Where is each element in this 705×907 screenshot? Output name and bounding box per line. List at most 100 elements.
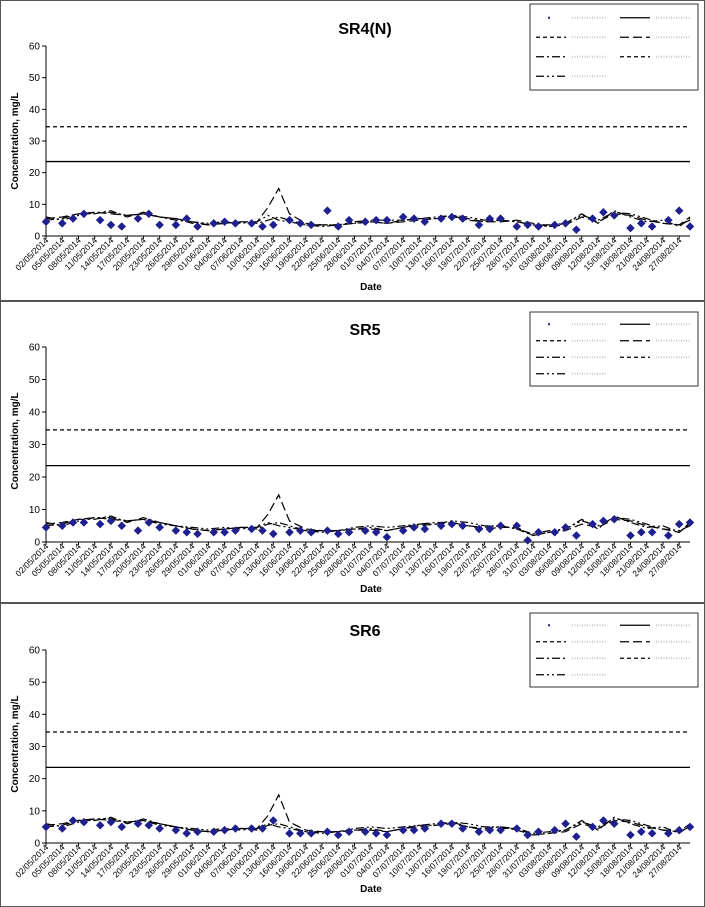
data-point (155, 824, 165, 833)
data-point (371, 215, 381, 225)
data-point (360, 827, 370, 837)
data-point (209, 827, 219, 837)
data-point (561, 523, 570, 532)
data-point (344, 527, 354, 537)
chart-title: SR4(N) (338, 21, 391, 38)
data-point (550, 825, 560, 835)
data-point (674, 206, 684, 216)
y-tick-label: 10 (29, 505, 41, 516)
data-point (523, 220, 533, 230)
series-line-dashdotdot (45, 818, 691, 834)
data-point (258, 222, 267, 231)
data-point (268, 816, 278, 825)
data-point (193, 827, 202, 837)
data-point (685, 822, 695, 832)
data-point (371, 527, 381, 537)
y-tick-label: 50 (29, 375, 41, 386)
data-point (474, 524, 484, 534)
data-point (144, 209, 154, 219)
legend-box (529, 612, 699, 688)
data-point (458, 521, 468, 531)
data-point (382, 215, 392, 225)
data-point (295, 828, 305, 838)
data-point (247, 524, 257, 534)
y-tick-label: 60 (29, 42, 41, 53)
data-point (523, 536, 533, 545)
x-axis-label: Date (360, 884, 382, 895)
data-point (599, 207, 608, 217)
y-tick-label: 30 (29, 742, 41, 753)
y-tick-label: 40 (29, 710, 41, 721)
data-point (182, 828, 192, 838)
data-point (333, 529, 343, 539)
y-axis-label: Concentration, mg/L (10, 92, 21, 189)
data-point (220, 825, 229, 835)
data-point (95, 519, 105, 529)
y-tick-label: 0 (34, 538, 40, 549)
data-point (57, 824, 67, 833)
data-point (193, 222, 202, 231)
data-point (588, 214, 597, 223)
chart-title: SR6 (349, 623, 380, 640)
data-point (182, 214, 192, 223)
data-point (409, 523, 419, 532)
y-tick-label: 30 (29, 137, 41, 148)
data-point (182, 527, 192, 537)
chart-panel-sr4n: SR4(N) Concentration, mg/L Date 0 10 20 30 4… (0, 0, 705, 301)
chart-title: SR5 (349, 322, 380, 339)
data-point (561, 819, 570, 829)
data-point (636, 218, 646, 228)
data-point (144, 820, 154, 830)
data-point (436, 819, 446, 829)
legend-box (529, 311, 699, 387)
data-point (79, 518, 89, 527)
data-point (496, 825, 505, 835)
data-point (626, 223, 635, 233)
data-point (323, 827, 332, 837)
series-line-dashdot (45, 515, 691, 537)
data-point (295, 526, 305, 535)
data-point (106, 516, 116, 526)
data-point (79, 817, 89, 827)
legend-box (529, 3, 699, 91)
data-point (306, 527, 316, 537)
data-point (436, 521, 446, 531)
y-tick-label: 20 (29, 473, 41, 484)
data-point (447, 212, 457, 222)
data-point (474, 827, 484, 837)
data-point (588, 822, 597, 832)
data-point (599, 816, 608, 825)
data-point (268, 220, 278, 230)
data-point (436, 214, 446, 223)
y-tick-label: 30 (29, 440, 41, 451)
y-tick-label: 40 (29, 408, 41, 419)
data-point (68, 518, 78, 527)
data-point (409, 214, 419, 223)
chart-svg-sr6: SR6 Concentration, mg/L Date 0 10 20 30 40 50… (0, 603, 705, 907)
data-point (117, 822, 127, 832)
data-point (360, 217, 370, 227)
data-point (41, 217, 51, 227)
chart-panel-sr6: SR6 Concentration, mg/L Date 0 10 20 30 40 50… (0, 603, 705, 907)
data-point (117, 521, 127, 531)
data-point (231, 526, 240, 535)
data-point (144, 518, 154, 527)
data-point (285, 527, 294, 537)
data-point (663, 531, 673, 540)
data-point (231, 218, 240, 228)
y-tick-label: 10 (29, 200, 41, 211)
data-point (333, 830, 343, 840)
data-point (550, 527, 560, 537)
data-point (258, 824, 267, 833)
data-point (609, 514, 619, 524)
data-point (68, 816, 78, 825)
data-point (79, 209, 89, 219)
x-axis-label: Date (360, 282, 382, 293)
data-point (588, 519, 597, 529)
data-point (106, 220, 116, 230)
data-point (57, 521, 67, 531)
data-point (447, 819, 457, 829)
data-point (306, 220, 316, 230)
data-point (571, 225, 581, 235)
legend-marker (548, 323, 550, 326)
